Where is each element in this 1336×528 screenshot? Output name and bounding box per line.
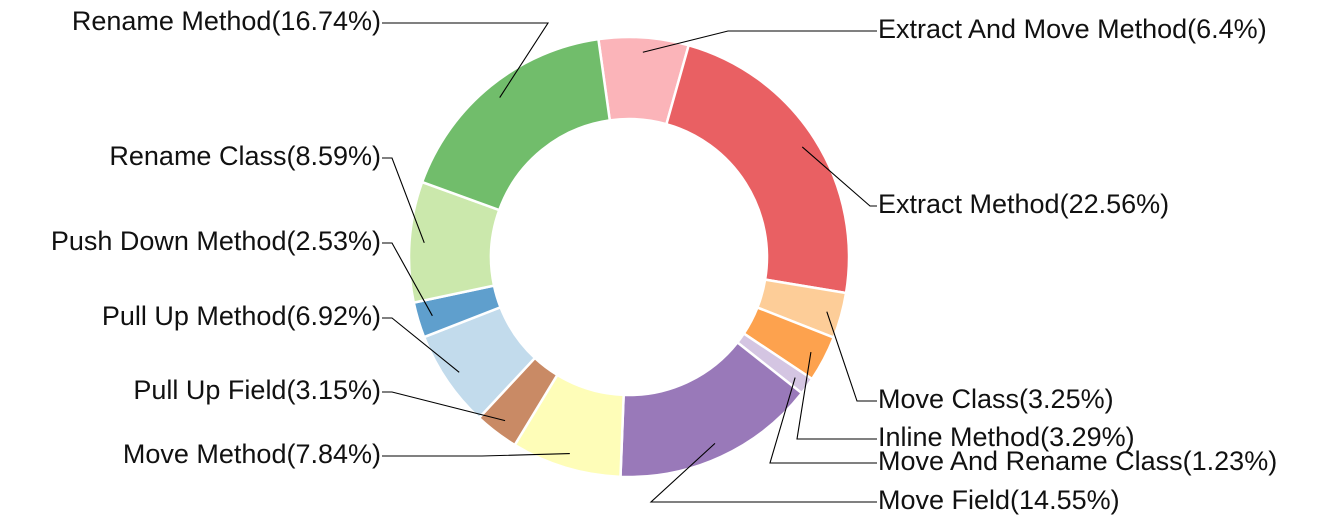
label-rename-class: Rename Class(8.59%)	[109, 141, 381, 171]
leader-line-push-down-method	[382, 242, 433, 317]
slice-labels: Extract And Move Method(6.4%) Extract Met…	[51, 6, 1277, 515]
label-rename-method: Rename Method(16.74%)	[72, 6, 381, 36]
leader-line-move-class	[826, 311, 877, 402]
leader-line-inline-method	[796, 351, 877, 440]
leader-line-extract-method	[801, 146, 877, 207]
donut-slices	[407, 35, 851, 479]
label-extract-method: Extract Method(22.56%)	[878, 189, 1169, 219]
leader-line-move-method	[382, 452, 570, 457]
leader-line-pull-up-field	[382, 391, 506, 422]
slice-extract-method	[664, 43, 851, 295]
leader-lines	[382, 22, 877, 503]
label-move-method: Move Method(7.84%)	[123, 439, 381, 469]
label-push-down-method: Push Down Method(2.53%)	[51, 226, 381, 256]
leader-line-extract-and-move-method	[642, 30, 877, 53]
label-inline-method: Inline Method(3.29%)	[878, 422, 1135, 452]
label-move-field: Move Field(14.55%)	[878, 485, 1120, 515]
leader-line-move-and-rename-class	[769, 377, 877, 464]
label-move-and-rename-class: Move And Rename Class(1.23%)	[878, 446, 1277, 476]
label-pull-up-method: Pull Up Method(6.92%)	[102, 301, 381, 331]
slice-rename-method	[420, 37, 612, 212]
label-pull-up-field: Pull Up Field(3.15%)	[133, 375, 381, 405]
label-extract-and-move-method: Extract And Move Method(6.4%)	[878, 14, 1267, 44]
leader-line-rename-class	[382, 157, 425, 243]
leader-line-move-field	[649, 442, 877, 503]
label-move-class: Move Class(3.25%)	[878, 384, 1114, 414]
leader-line-rename-method	[382, 22, 550, 98]
leader-line-pull-up-method	[382, 317, 460, 373]
